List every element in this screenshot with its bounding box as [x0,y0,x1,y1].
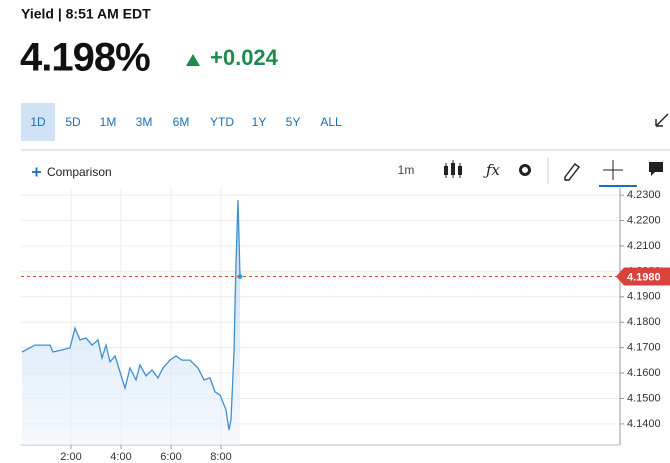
plus-icon [32,167,41,177]
x-tick-label: 4:00 [110,451,131,463]
interval-button[interactable]: 1m [398,163,415,177]
y-tick-label: 4.2300 [627,189,661,201]
y-tick-label: 4.1700 [627,342,661,354]
line [21,200,241,431]
note-icon[interactable] [649,162,663,176]
y-tick-label: 4.1900 [627,291,661,303]
range-tab[interactable]: ALL [320,115,342,129]
crosshair-icon[interactable] [603,160,623,180]
range-tab[interactable]: 1M [100,115,117,129]
range-tab[interactable]: 6M [173,115,190,129]
range-tab[interactable]: YTD [210,115,234,129]
y-tick-label: 4.1800 [627,316,661,328]
x-tick-label: 6:00 [160,451,181,463]
area [22,200,240,445]
last-value-badge [616,267,670,286]
range-tab[interactable]: 1Y [252,115,267,129]
y-tick-label: 4.2100 [627,240,661,252]
up-arrow-icon [186,54,200,66]
indicators-icon[interactable]: ƒx [483,161,501,179]
y-tick-label: 4.2200 [627,214,661,226]
quote-label: Yield | 8:51 AM EDT [21,6,151,22]
y-tick-label: 4.1400 [627,418,661,430]
y-tick-label: 4.1600 [627,367,661,379]
last-value-label: 4.1980 [627,271,661,283]
range-tabs: 1D 5D 1M 3M 6M YTD 1Y 5Y ALL [21,103,342,141]
range-tab[interactable]: 5D [65,115,81,129]
draw-icon[interactable] [564,163,580,181]
price: 4.198% [20,36,150,80]
comparison-button[interactable]: Comparison [47,165,112,179]
expand-icon[interactable] [655,113,669,127]
range-tab[interactable]: 5Y [286,115,301,129]
settings-icon[interactable] [519,164,531,176]
price-change: +0.024 [210,45,279,70]
plot: 4.14004.15004.16004.17004.18004.19004.20… [21,188,670,463]
x-tick-label: 8:00 [210,451,231,463]
candles-icon[interactable] [444,160,462,178]
active-tab-bg [21,103,55,141]
range-tab[interactable]: 3M [136,115,153,129]
y-tick-label: 4.1500 [627,392,661,404]
range-tab[interactable]: 1D [30,115,46,129]
x-tick-label: 2:00 [60,451,81,463]
